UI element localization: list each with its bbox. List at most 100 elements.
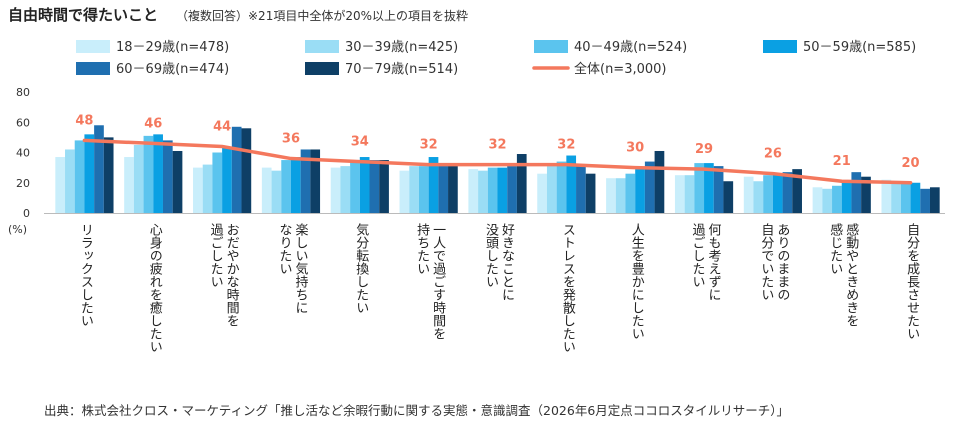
bar xyxy=(832,185,842,213)
bar xyxy=(516,154,527,213)
legend-swatch xyxy=(305,62,339,75)
bar xyxy=(606,178,616,213)
legend-entry: 70－79歳(n=514) xyxy=(345,62,458,77)
y-tick-label: 20 xyxy=(16,177,30,190)
bar xyxy=(212,152,223,213)
total-data-label: 20 xyxy=(902,156,920,171)
category-label: 楽しい気持ちに xyxy=(292,222,308,314)
bar xyxy=(310,149,321,213)
category-label: 自分を成長させたい xyxy=(904,223,920,340)
bar xyxy=(94,125,104,213)
source-note: 出典：株式会社クロス・マーケティング「推し活など余暇行動に関する実態・意識調査（… xyxy=(44,403,790,418)
total-data-label: 32 xyxy=(488,138,506,153)
total-data-label: 32 xyxy=(420,138,438,153)
category-label: 感動やときめきを xyxy=(843,222,859,327)
bar xyxy=(281,160,291,213)
category-label: 過ごしたい xyxy=(690,223,706,288)
bar xyxy=(103,137,114,213)
bar xyxy=(851,172,862,213)
bar-chart: 18－29歳(n=478) 30－39歳(n=425) 40－49歳(n=524) 5… xyxy=(8,40,945,353)
legend-swatch xyxy=(76,40,110,53)
bar xyxy=(468,169,479,213)
bar xyxy=(684,175,695,213)
bar xyxy=(644,161,655,213)
bar xyxy=(763,175,773,213)
legend-swatch xyxy=(763,40,797,53)
bar xyxy=(124,157,134,213)
bar xyxy=(920,188,930,213)
total-data-label: 26 xyxy=(764,147,782,162)
legend-entry: 30－39歳(n=425) xyxy=(345,40,458,55)
bar xyxy=(881,179,892,213)
bar xyxy=(497,167,508,213)
category-label: ありのままの xyxy=(774,223,789,301)
bar xyxy=(615,178,626,213)
category-label: 人生を豊かにしたい xyxy=(629,223,645,340)
bar xyxy=(172,150,183,213)
legend-swatch xyxy=(76,62,110,75)
bar xyxy=(290,157,301,213)
bar xyxy=(812,187,823,213)
category-label: 持ちたい xyxy=(414,223,430,275)
bar xyxy=(153,134,163,213)
bar xyxy=(409,166,419,213)
bar xyxy=(438,163,449,213)
bar xyxy=(585,173,596,213)
bar xyxy=(74,140,85,213)
bar xyxy=(202,164,213,213)
bar xyxy=(330,167,341,213)
category-label: 過ごしたい xyxy=(208,223,224,288)
total-data-label: 46 xyxy=(144,116,162,131)
legend-entry: 50－59歳(n=585) xyxy=(803,40,916,55)
total-data-label: 32 xyxy=(557,138,575,153)
legend-swatch xyxy=(305,40,339,53)
bar xyxy=(753,181,764,213)
bar xyxy=(546,166,557,213)
bar xyxy=(418,166,429,213)
total-data-label: 44 xyxy=(213,119,231,134)
bar xyxy=(478,170,488,213)
category-label: 没頭したい xyxy=(483,223,499,288)
bar xyxy=(861,176,871,213)
category-label: 自分でいたい xyxy=(758,223,774,301)
legend-swatch xyxy=(534,40,568,53)
category-label: 気分転換したい xyxy=(353,222,369,314)
bar xyxy=(162,140,173,213)
bar xyxy=(359,157,370,213)
y-tick-label: 60 xyxy=(16,116,30,129)
y-tick-label: 40 xyxy=(16,147,30,160)
category-label: リラックスしたい xyxy=(78,223,93,327)
category-label: おだやかな時間を xyxy=(224,223,240,327)
total-series-line xyxy=(82,138,913,185)
bar xyxy=(566,155,577,213)
bar xyxy=(576,166,586,213)
bar xyxy=(340,166,351,213)
bar xyxy=(261,167,272,213)
bar xyxy=(537,173,547,213)
legend-entry: 18－29歳(n=478) xyxy=(116,40,229,55)
total-data-label: 30 xyxy=(626,141,644,156)
bar xyxy=(143,135,154,213)
bar xyxy=(704,163,714,213)
bar xyxy=(133,144,144,213)
bar xyxy=(910,182,921,213)
bar xyxy=(841,182,852,213)
bar xyxy=(84,134,95,213)
bar xyxy=(891,182,901,213)
total-data-label: 29 xyxy=(695,142,713,157)
bar xyxy=(694,163,705,213)
bar xyxy=(782,172,793,213)
bar xyxy=(241,128,252,213)
bar xyxy=(399,170,410,213)
bar xyxy=(929,187,940,213)
bar xyxy=(350,160,360,213)
legend-entry: 60－69歳(n=474) xyxy=(116,62,229,77)
total-data-label: 21 xyxy=(833,154,851,169)
bar xyxy=(900,182,911,213)
bar xyxy=(428,157,439,213)
bar xyxy=(723,181,734,213)
category-label: 心身の疲れを癒したい xyxy=(147,223,163,353)
bar xyxy=(448,164,458,213)
bar xyxy=(193,167,203,213)
